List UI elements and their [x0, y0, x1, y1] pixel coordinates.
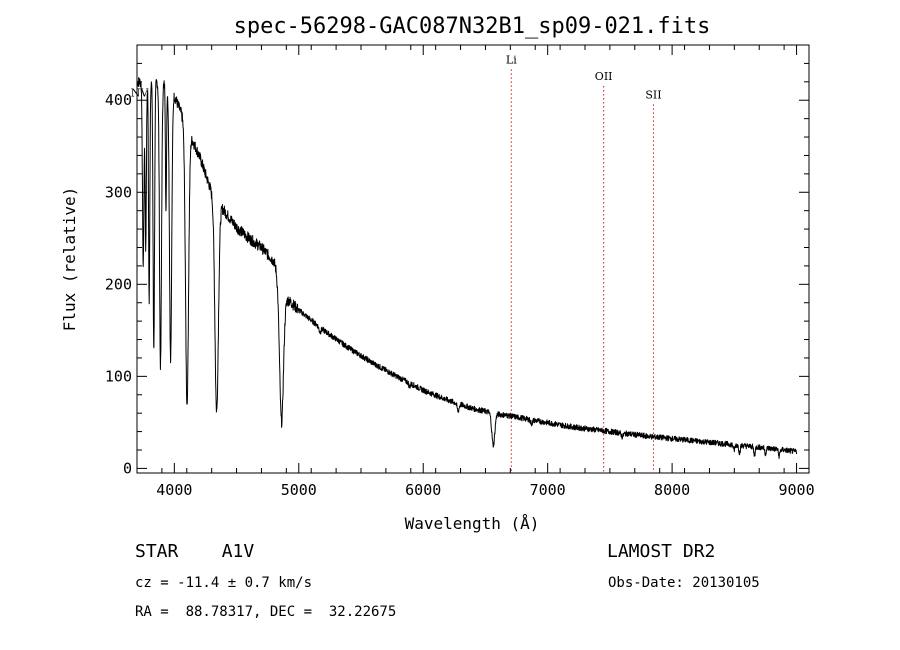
y-tick-label: 200	[105, 275, 132, 293]
chart-title: spec-56298-GAC087N32B1_sp09-021.fits	[234, 14, 711, 39]
y-tick-label: 0	[123, 459, 132, 477]
y-tick-label: 300	[105, 183, 132, 201]
x-tick-label: 6000	[405, 481, 441, 499]
line-marker-label: NV	[131, 87, 150, 100]
y-axis-label: Flux (relative)	[60, 187, 79, 332]
x-tick-label: 7000	[530, 481, 566, 499]
axis-ticks: 4000 5000 6000 7000 8000 9000 0 100 200 300 400	[105, 45, 815, 499]
y-tick-label: 400	[105, 91, 132, 109]
x-tick-label: 9000	[778, 481, 814, 499]
line-marker-label: OII	[595, 70, 613, 83]
x-axis-label: Wavelength (Å)	[405, 514, 540, 533]
x-tick-label: 8000	[654, 481, 690, 499]
y-tick-label: 100	[105, 367, 132, 385]
plot-frame	[136, 44, 810, 474]
survey-name: LAMOST DR2	[607, 541, 716, 562]
x-tick-label: 4000	[156, 481, 192, 499]
x-tick-label: 5000	[281, 481, 317, 499]
line-markers: NV Li OII SII	[131, 53, 662, 473]
observation-date: Obs-Date: 20130105	[608, 575, 760, 591]
spectrum-line	[136, 77, 798, 459]
line-marker-label: SII	[645, 88, 661, 101]
redshift-velocity: cz = -11.4 ± 0.7 km/s	[135, 575, 313, 591]
line-marker-label: Li	[506, 53, 517, 66]
coordinates: RA = 88.78317, DEC = 32.22675	[135, 604, 397, 620]
object-class: STAR A1V	[135, 541, 255, 562]
